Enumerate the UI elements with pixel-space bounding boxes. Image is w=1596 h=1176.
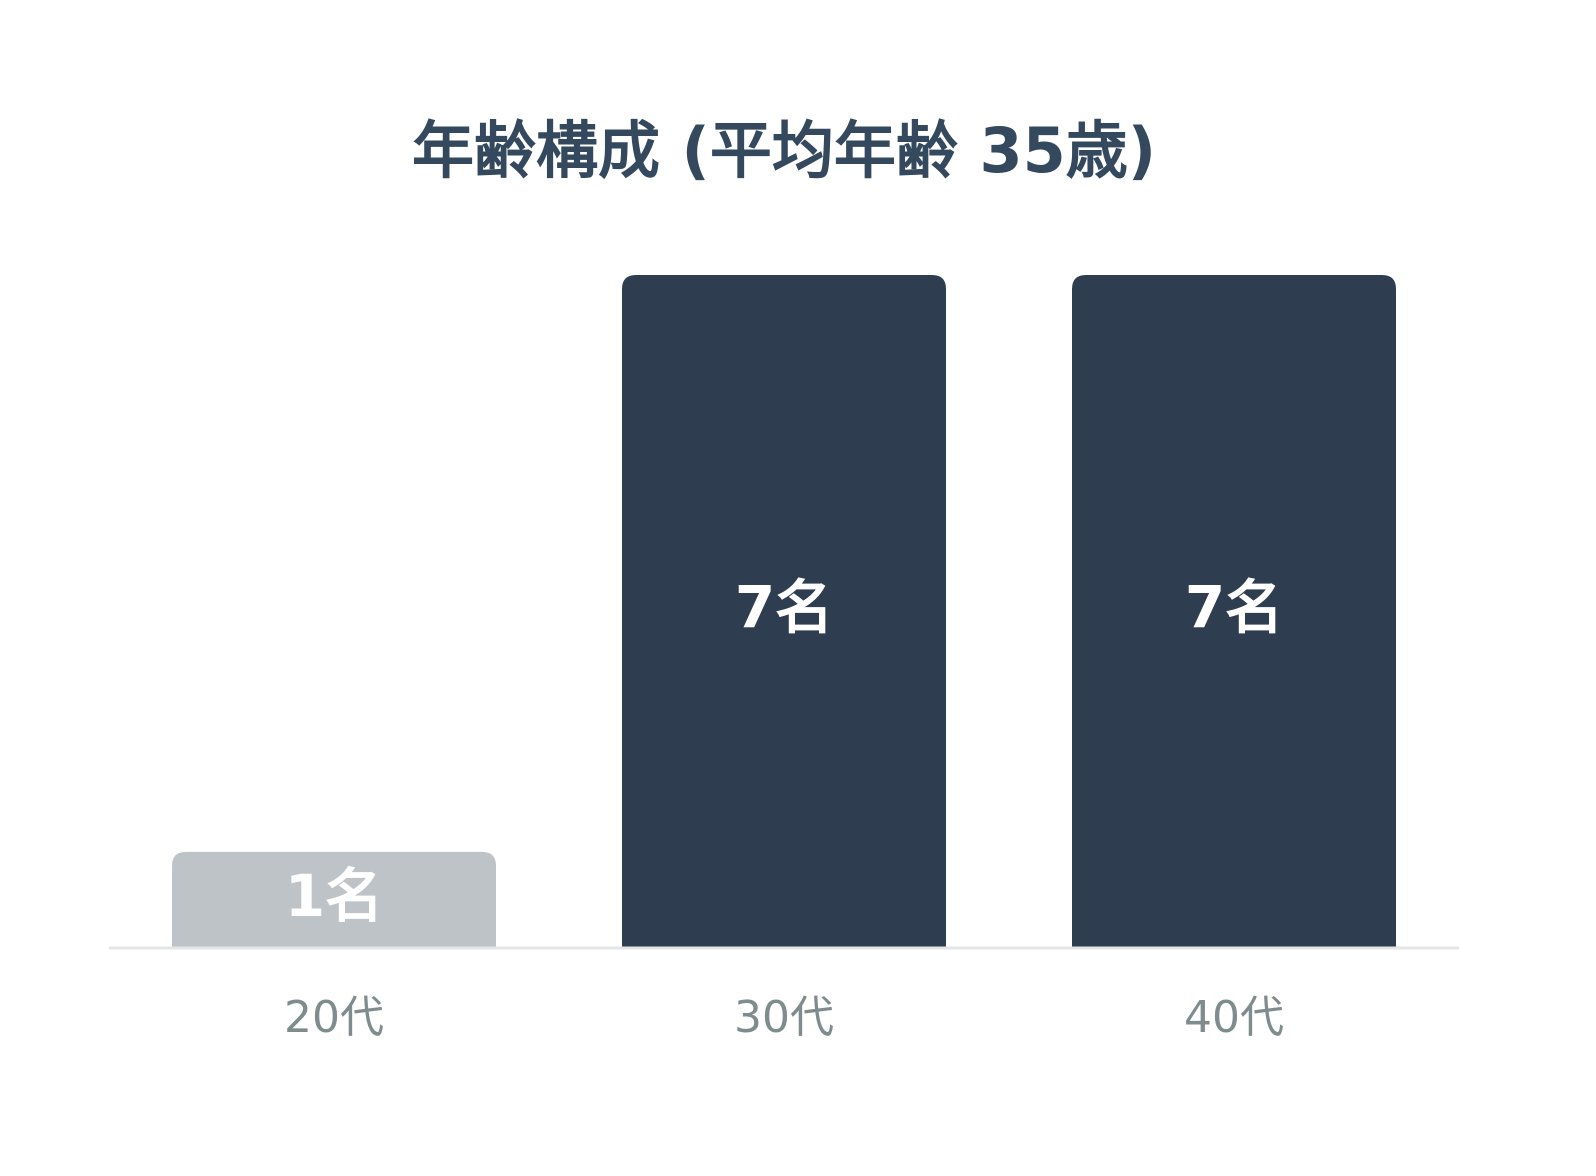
x-tick-label: 30代 [734, 992, 834, 1043]
value-label: 7名 [1185, 574, 1283, 642]
bar [622, 275, 946, 948]
value-label: 1名 [285, 862, 383, 930]
x-tick-label: 40代 [1184, 992, 1284, 1043]
value-label: 7名 [735, 574, 833, 642]
chart-title: 年齢構成 (平均年齢 35歳) [412, 114, 1156, 187]
bar [172, 851, 496, 948]
x-tick-label: 20代 [284, 992, 384, 1043]
bar [1072, 275, 1396, 948]
